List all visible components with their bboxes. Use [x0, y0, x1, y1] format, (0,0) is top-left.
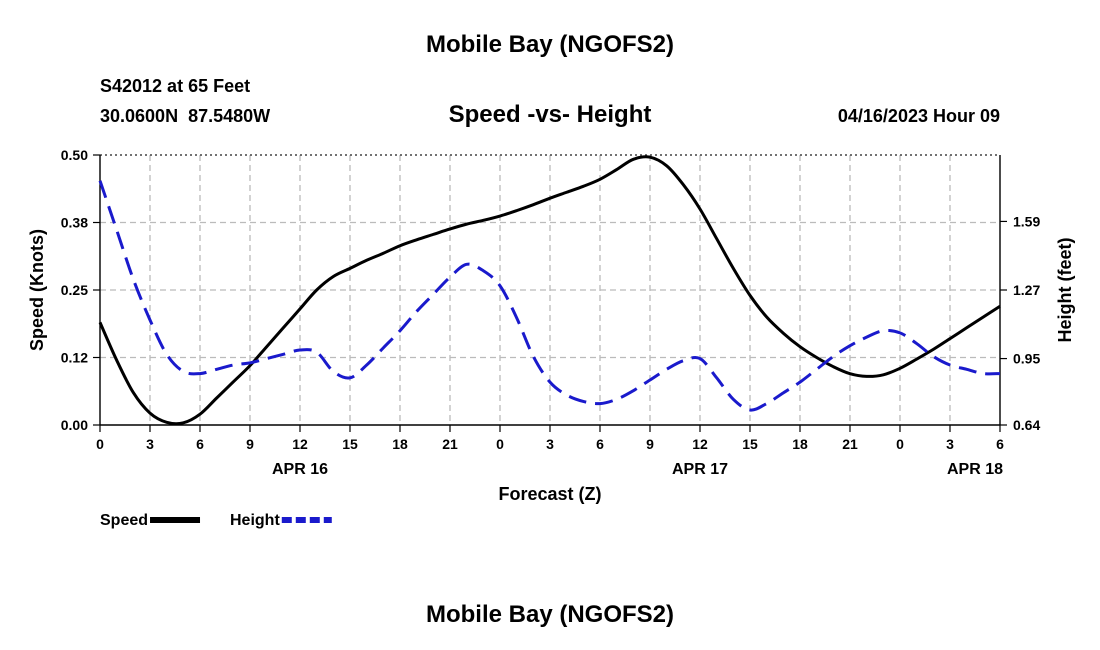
y-axis-title: Speed (Knots) [27, 229, 47, 351]
legend-label: Height [230, 512, 280, 529]
date-label: APR 18 [947, 461, 1003, 478]
speed-height-chart: 0 3 6 9 12 15 18 21 0 3 6 9 12 15 18 21 0 3 6 0.00 0.12 0.25 0… [27, 147, 1075, 529]
x-tick-label: 12 [692, 436, 708, 452]
y2-tick-label: 0.64 [1013, 417, 1040, 433]
x-tick-label: 6 [996, 436, 1004, 452]
speed-series-line [98, 155, 1001, 426]
x-tick-label: 0 [496, 436, 504, 452]
x-tick-label: 12 [292, 436, 308, 452]
coordinates-label: 30.0600N 87.5480W [100, 106, 271, 126]
date-label: APR 17 [672, 461, 728, 478]
x-tick-label: 18 [792, 436, 808, 452]
y2-tick-label: 0.95 [1013, 351, 1040, 367]
y-tick-label: 0.50 [61, 147, 88, 163]
x-tick-label: 6 [196, 436, 204, 452]
x-tick-label: 21 [442, 436, 458, 452]
x-tick-label: 3 [946, 436, 954, 452]
footer-title: Mobile Bay (NGOFS2) [425, 601, 675, 628]
x-tick-label: 21 [842, 436, 858, 452]
height-series-line [98, 180, 1001, 412]
y-tick-label: 0.25 [61, 282, 88, 298]
x-tick-label: 15 [742, 436, 758, 452]
x-axis-title: Forecast (Z) [498, 484, 601, 504]
x-tick-label: 0 [896, 436, 904, 452]
axes: 0 3 6 9 12 15 18 21 0 3 6 9 12 15 18 21 0 3 6 0.00 0.12 0.25 0… [27, 147, 1075, 504]
legend-label: Speed [100, 512, 148, 529]
station-label: S42012 at 65 Feet [100, 76, 251, 96]
chart-subtitle: Speed -vs- Height [448, 101, 652, 128]
x-tick-label: 6 [596, 436, 604, 452]
y2-tick-label: 1.59 [1013, 213, 1040, 229]
legend: Speed Height [100, 512, 332, 529]
y-tick-label: 0.00 [61, 417, 88, 433]
x-tick-label: 3 [546, 436, 554, 452]
y2-tick-label: 1.27 [1013, 282, 1040, 298]
date-label: APR 16 [272, 461, 328, 478]
x-tick-label: 9 [246, 436, 254, 452]
x-tick-label: 15 [342, 436, 358, 452]
page-title: Mobile Bay (NGOFS2) [425, 31, 675, 58]
grid [100, 154, 1000, 425]
y-tick-label: 0.12 [61, 350, 88, 366]
x-tick-label: 3 [146, 436, 154, 452]
y2-axis-title: Height (feet) [1055, 238, 1075, 343]
series-lines [98, 155, 1001, 426]
x-tick-label: 0 [96, 436, 104, 452]
x-tick-label: 9 [646, 436, 654, 452]
y-tick-label: 0.38 [61, 215, 88, 231]
forecast-date: 04/16/2023 Hour 09 [837, 106, 1000, 126]
x-tick-label: 18 [392, 436, 408, 452]
